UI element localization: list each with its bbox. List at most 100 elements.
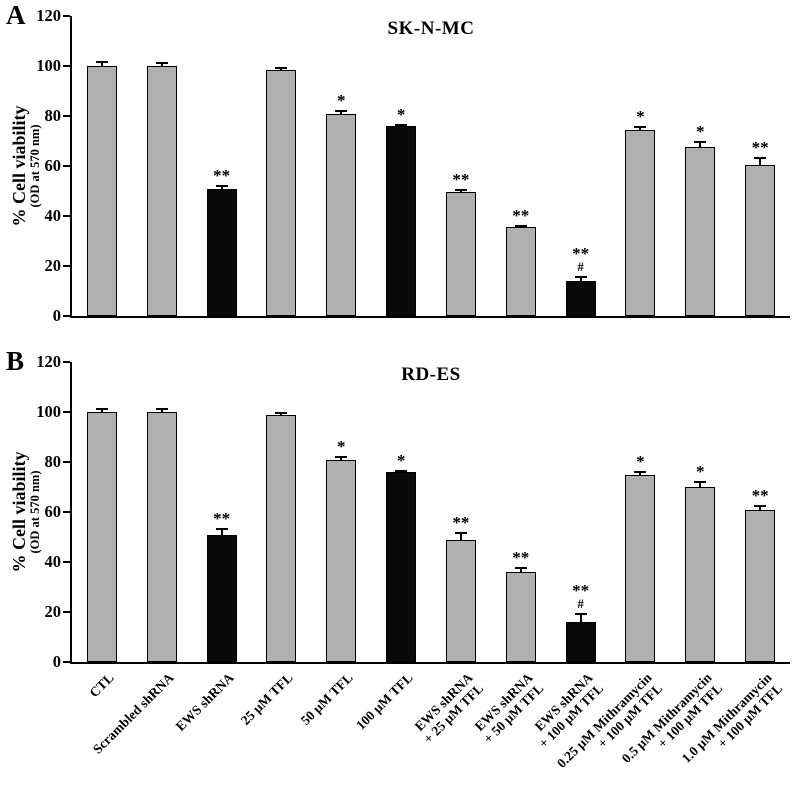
y-tick-label: 40	[44, 206, 62, 225]
error-bar	[335, 109, 348, 114]
error-bar-stem	[340, 109, 343, 114]
error-bar	[514, 224, 527, 228]
y-tick-mark	[63, 65, 70, 67]
error-bar	[335, 455, 348, 460]
star-marker: *	[396, 104, 406, 124]
star-marker: **	[751, 138, 769, 158]
significance-marker: **	[501, 205, 541, 225]
y-tick-mark	[63, 15, 70, 17]
error-bar	[275, 412, 288, 415]
bar	[386, 472, 417, 662]
error-bar-stem	[579, 276, 582, 281]
y-tick-label: 40	[44, 552, 62, 571]
bar	[206, 534, 237, 662]
star-marker: **	[213, 509, 231, 529]
bar	[146, 412, 177, 662]
y-tick-mark	[63, 661, 70, 663]
y-tick-mark	[63, 215, 70, 217]
y-tick-label: 120	[36, 352, 61, 371]
error-bar	[155, 62, 168, 66]
y-tick-mark	[63, 511, 70, 513]
plot-b: RD-ES 0 20 40 60 80 100 120 ** * * ** ** ** # * * **	[36, 352, 790, 671]
error-bar-stem	[579, 613, 582, 622]
y-tick-label: 60	[44, 156, 62, 175]
bar	[386, 126, 417, 316]
plot-b-title: RD-ES	[401, 364, 461, 385]
error-bar	[574, 276, 587, 281]
significance-marker: ** #	[561, 245, 601, 274]
bar	[565, 622, 596, 662]
star-marker: *	[337, 90, 346, 110]
y-tick-label: 0	[52, 306, 61, 325]
y-tick-mark	[63, 315, 70, 317]
error-bar-stem	[699, 141, 702, 148]
error-bar	[694, 480, 707, 487]
bar	[206, 188, 237, 316]
significance-marker: **	[202, 509, 242, 529]
error-bar	[155, 408, 168, 412]
significance-marker: *	[321, 436, 361, 456]
star-marker: *	[696, 122, 705, 141]
error-bar	[634, 126, 647, 130]
y-tick-mark	[63, 115, 70, 117]
error-bar-stem	[160, 62, 163, 66]
significance-marker: **	[202, 167, 242, 184]
plot-a-title: SK-N-MC	[387, 18, 475, 39]
bar	[86, 66, 117, 316]
hash-marker: #	[577, 259, 584, 274]
bar	[625, 129, 656, 316]
bar	[146, 66, 177, 316]
significance-marker: **	[441, 514, 481, 531]
y-tick-mark	[63, 461, 70, 463]
star-marker: *	[696, 461, 705, 481]
star-marker: *	[337, 436, 346, 456]
significance-marker: *	[381, 450, 421, 470]
error-bar	[754, 504, 767, 510]
error-bar	[634, 470, 647, 475]
star-marker: *	[636, 451, 645, 471]
panel-b-label: B	[6, 346, 25, 376]
y-tick-mark	[63, 265, 70, 267]
error-bar-stem	[220, 184, 223, 189]
error-bar	[95, 408, 108, 412]
error-bar-stem	[519, 567, 522, 572]
error-bar-stem	[639, 126, 642, 130]
error-bar	[454, 532, 467, 540]
error-bar	[275, 67, 288, 70]
y-tick-label: 80	[44, 452, 62, 471]
plot-a: SK-N-MC 0 20 40 60 80 100 120 ** * * ** ** ** # * * **	[36, 6, 790, 325]
error-bar-stem	[100, 61, 103, 66]
star-marker: **	[512, 205, 530, 225]
y-tick-mark	[63, 361, 70, 363]
y-tick-label: 100	[36, 56, 61, 75]
significance-marker: *	[381, 104, 421, 124]
significance-marker: *	[620, 108, 660, 125]
significance-marker: *	[680, 461, 720, 481]
error-bar	[754, 157, 767, 165]
error-bar	[215, 528, 228, 535]
hash-marker: #	[577, 596, 584, 612]
error-bar-stem	[280, 67, 283, 70]
x-axis-labels: CTL Scrambled shRNA EWS shRNA 25 µM TFL 50 µ…	[70, 668, 788, 804]
error-bar-stem	[759, 504, 762, 510]
y-tick-label: 60	[44, 502, 62, 521]
significance-marker: *	[321, 90, 361, 110]
star-marker: **	[751, 485, 769, 505]
y-tick-mark	[63, 411, 70, 413]
error-bar	[395, 469, 408, 472]
bar	[625, 474, 656, 662]
error-bar-stem	[639, 470, 642, 475]
star-marker: **	[572, 581, 590, 601]
error-bar-stem	[340, 455, 343, 460]
error-bar	[514, 567, 527, 572]
error-bar	[574, 613, 587, 622]
star-marker: *	[396, 450, 406, 470]
error-bar-stem	[699, 480, 702, 487]
significance-marker: *	[620, 451, 660, 471]
star-marker: **	[452, 169, 470, 189]
error-bar	[395, 123, 408, 126]
significance-marker: **	[740, 138, 780, 158]
bar	[745, 509, 776, 662]
error-bar-stem	[459, 188, 462, 193]
error-bar	[215, 184, 228, 189]
